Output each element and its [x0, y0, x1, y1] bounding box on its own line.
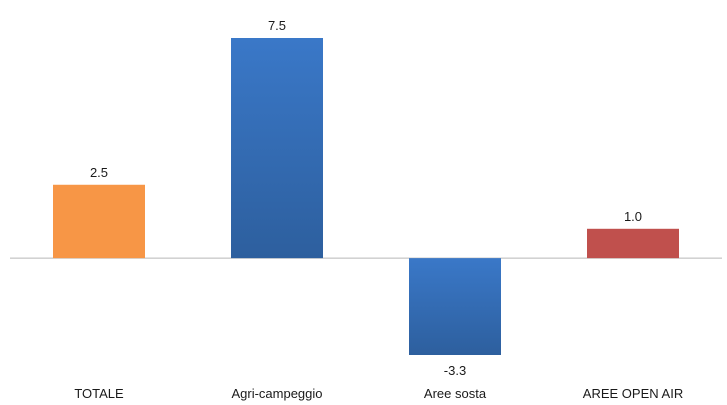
x-axis-tick-labels: TOTALE Agri-campeggio Aree sosta AREE OPEN … — [74, 386, 683, 401]
bar-aree-sosta — [409, 258, 501, 355]
x-tick-label-totale: TOTALE — [74, 386, 124, 401]
bar-agri-campeggio — [231, 38, 323, 259]
bars-group — [53, 38, 679, 355]
bar-totale — [53, 184, 145, 259]
data-label-totale: 2.5 — [90, 165, 108, 180]
bar-aree-open-air — [587, 228, 679, 259]
data-label-aree-open-air: 1.0 — [624, 209, 642, 224]
data-label-agri-campeggio: 7.5 — [268, 18, 286, 33]
data-labels-group: 2.5 7.5 -3.3 1.0 — [90, 18, 642, 378]
data-label-aree-sosta: -3.3 — [444, 363, 466, 378]
x-tick-label-agri-campeggio: Agri-campeggio — [231, 386, 322, 401]
x-tick-label-aree-open-air: AREE OPEN AIR — [583, 386, 683, 401]
x-tick-label-aree-sosta: Aree sosta — [424, 386, 487, 401]
